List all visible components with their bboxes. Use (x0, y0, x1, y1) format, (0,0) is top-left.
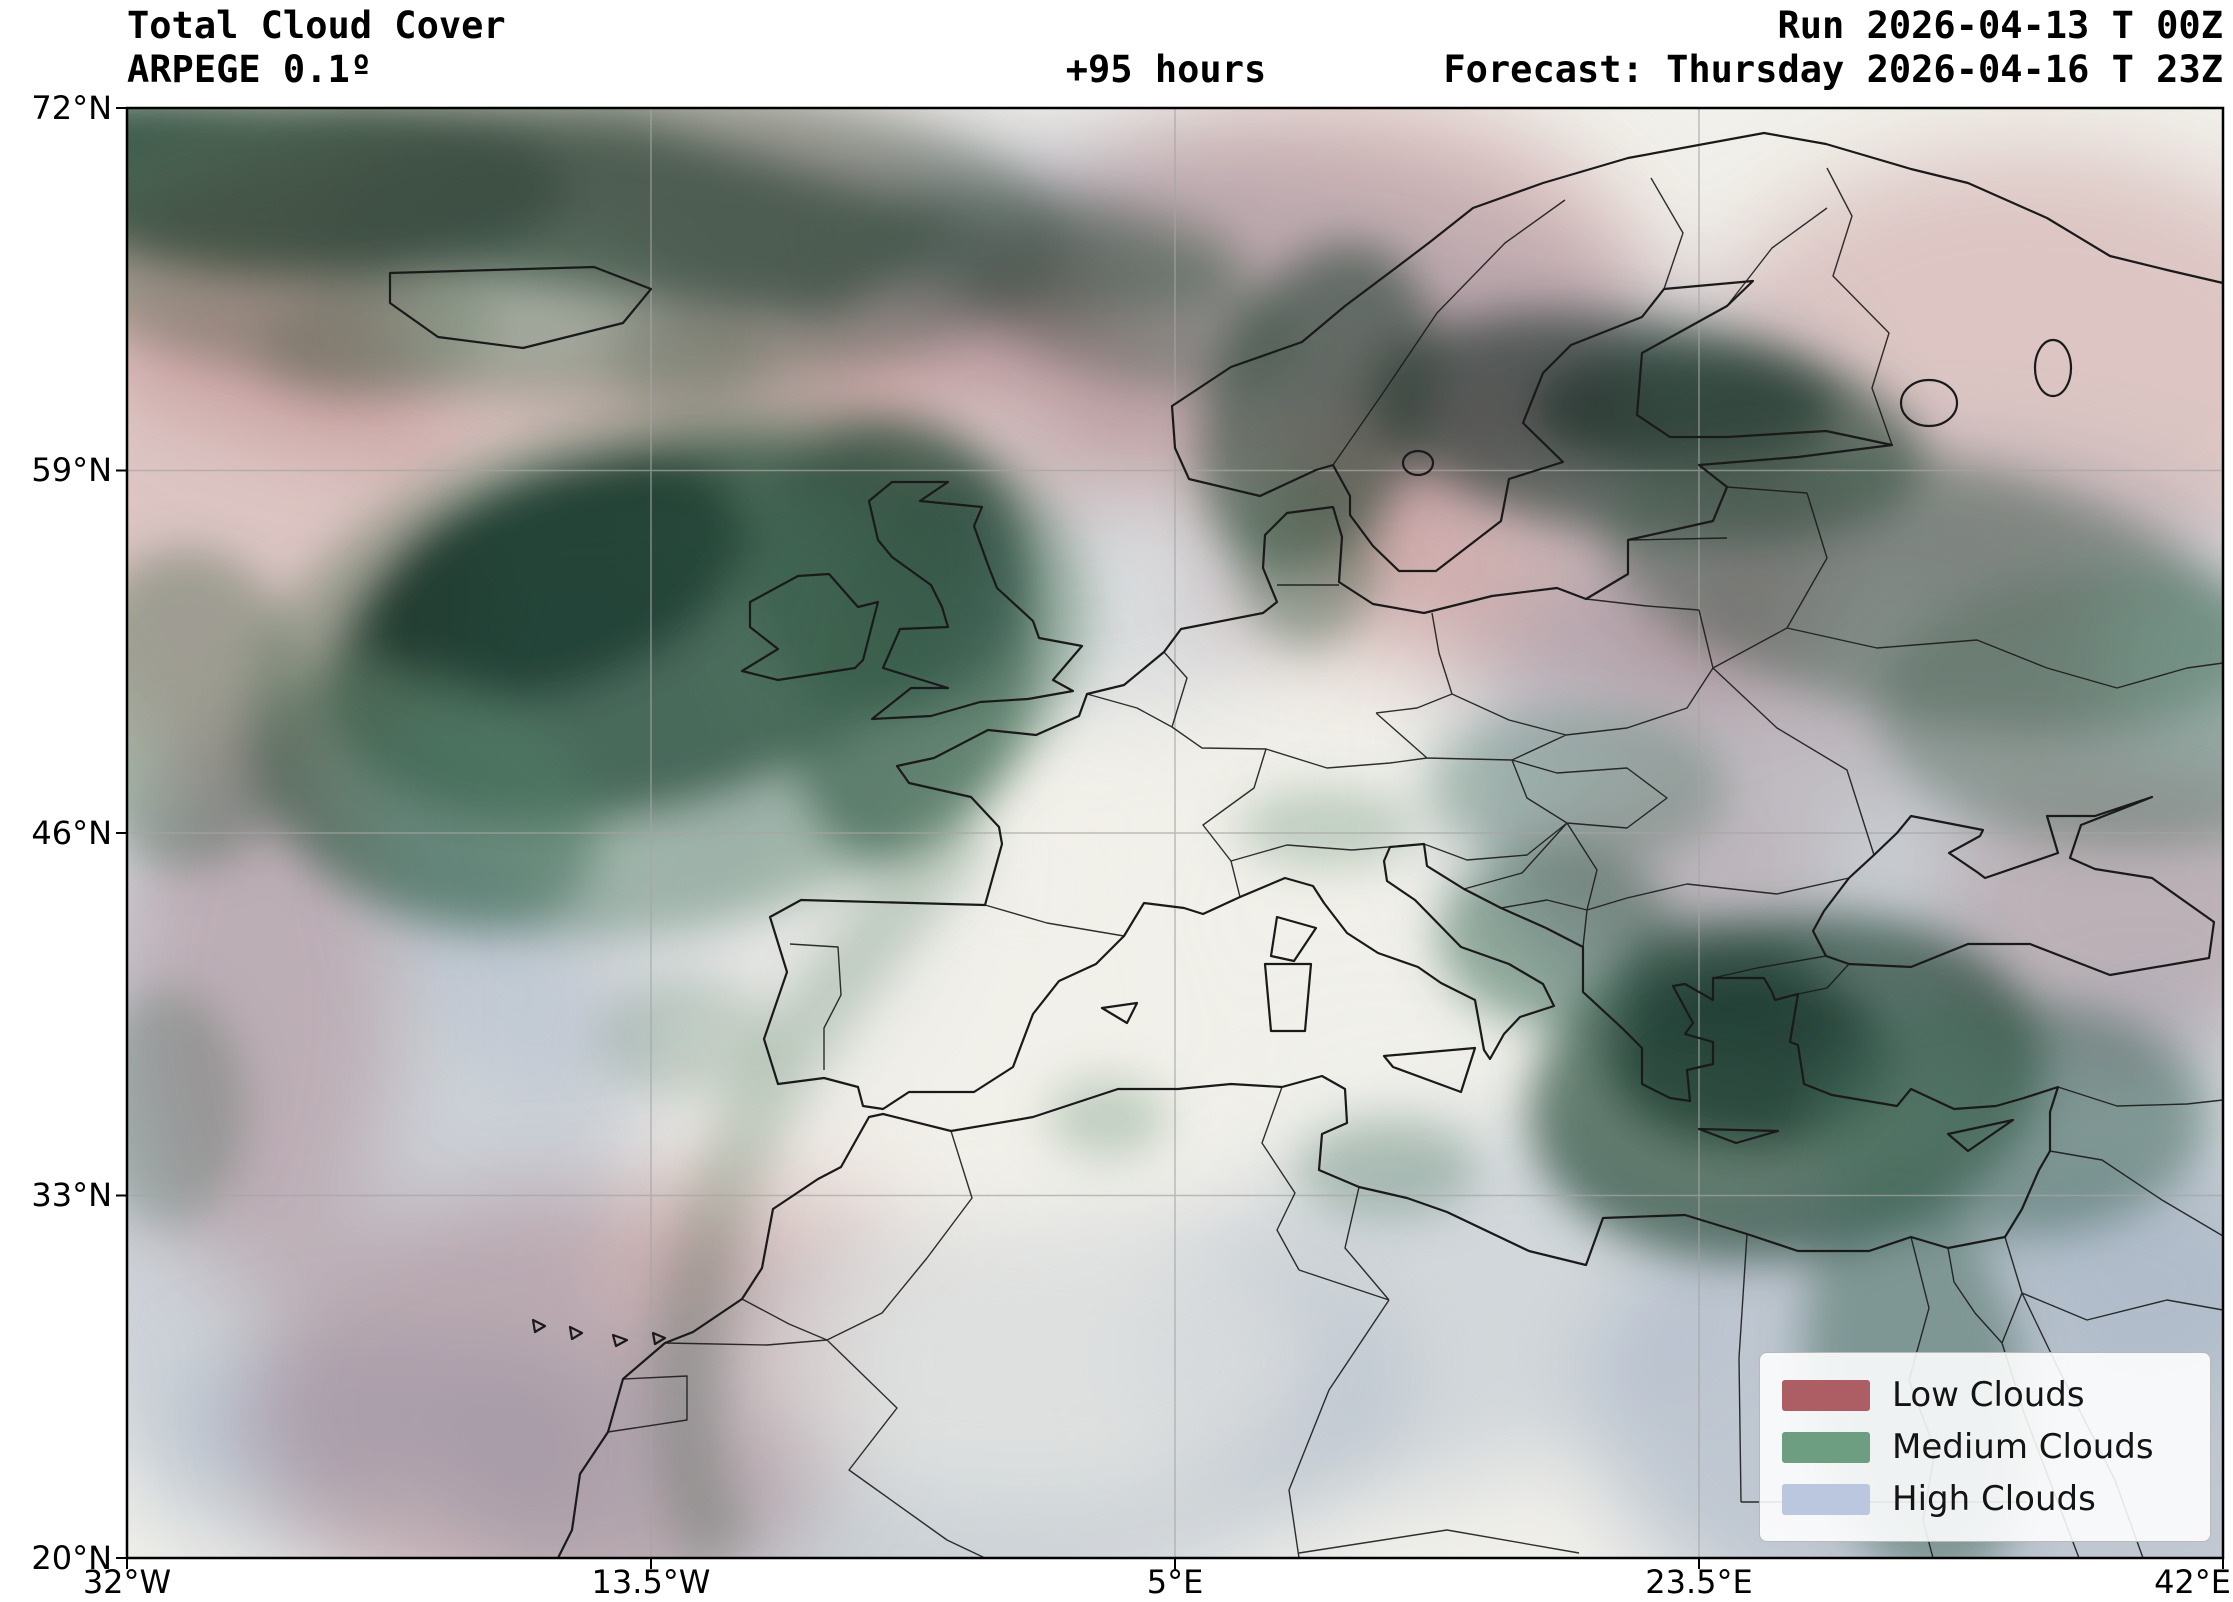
y-tick-label-33n: 33°N (31, 1176, 112, 1214)
legend-row-low-clouds: Low Clouds (1782, 1369, 2188, 1421)
legend-row-high-clouds: High Clouds (1782, 1473, 2188, 1525)
x-tick-label-42e: 42°E (2154, 1563, 2231, 1601)
map-plot-area: Low Clouds Medium Clouds High Clouds (127, 108, 2223, 1558)
x-tick-label-135w: 13.5°W (591, 1563, 711, 1601)
coast-black-sea (1811, 795, 2216, 977)
axis-tick-marks (116, 107, 2224, 1569)
low-clouds-swatch (1782, 1379, 1870, 1411)
coast-iceland (388, 265, 653, 350)
x-tick-label-32w: 32°W (82, 1563, 172, 1601)
x-tick-label-235e: 23.5°E (1645, 1563, 1753, 1601)
map-legend: Low Clouds Medium Clouds High Clouds (1759, 1352, 2211, 1542)
coast-atlantic-scandinavia (895, 131, 2223, 907)
lakes (1401, 338, 2073, 477)
run-label: Run 2026-04-13 T 00Z (1777, 4, 2223, 47)
coast-mediterranean-africa (556, 842, 2060, 1558)
y-tick-label-72n: 72°N (31, 89, 112, 127)
page-title: Total Cloud Cover (127, 4, 506, 47)
high-clouds-label: High Clouds (1892, 1479, 2096, 1519)
x-tick-label-5e: 5°E (1146, 1563, 1204, 1601)
grid-lines (127, 108, 2223, 1558)
y-tick-label-46n: 46°N (31, 814, 112, 852)
medium-clouds-label: Medium Clouds (1892, 1427, 2154, 1467)
coastlines (388, 131, 2223, 1558)
medium-clouds-swatch (1782, 1431, 1870, 1463)
country-borders (607, 167, 2223, 1558)
coast-british-isles (740, 480, 1084, 721)
y-tick-label-20n: 20°N (31, 1539, 112, 1577)
high-clouds-swatch (1782, 1483, 1870, 1515)
lead-time-label: +95 hours (1065, 48, 1267, 91)
forecast-label: Forecast: Thursday 2026-04-16 T 23Z (1443, 48, 2223, 91)
model-label: ARPEGE 0.1º (127, 48, 373, 91)
coast-islands (531, 915, 2015, 1348)
low-clouds-label: Low Clouds (1892, 1375, 2085, 1415)
legend-row-medium-clouds: Medium Clouds (1782, 1421, 2188, 1473)
y-tick-label-59n: 59°N (31, 451, 112, 489)
